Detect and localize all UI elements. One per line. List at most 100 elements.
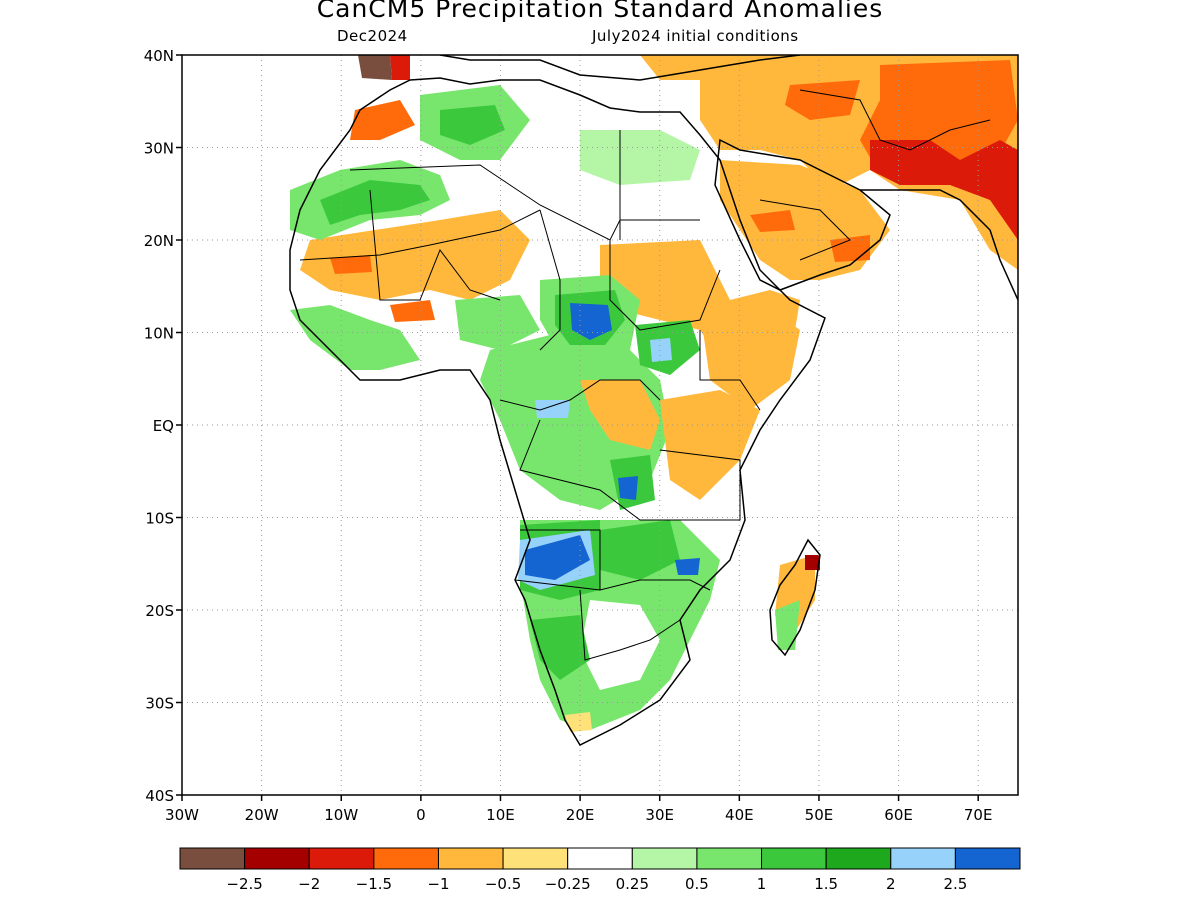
colorbar-swatch <box>244 847 310 870</box>
asia-coastline <box>860 189 1018 301</box>
lon-tick-label: 30E <box>645 806 674 824</box>
colorbar-swatch <box>825 847 892 870</box>
colorbar-label: 2.5 <box>943 875 967 893</box>
colorbar-label: −0.5 <box>485 875 521 893</box>
colorbar-label: 1 <box>757 875 767 893</box>
colorbar-swatch <box>696 847 763 870</box>
colorbar-label: −2 <box>298 875 320 893</box>
anomaly-region-yemen <box>830 235 870 262</box>
border-east <box>699 330 761 411</box>
lon-tick-label: 60E <box>884 806 913 824</box>
border-sahel <box>299 209 541 261</box>
anomaly-region-madagascar-north <box>805 555 820 570</box>
border-drc <box>519 419 690 521</box>
anomaly-region-guinea-coast <box>390 300 435 322</box>
lon-tick-label: 50E <box>805 806 834 824</box>
lat-tick-label: 30S <box>145 695 174 713</box>
border-sudan <box>609 240 721 331</box>
anomaly-region-mozambique <box>675 558 700 575</box>
colorbar-swatch <box>890 847 956 870</box>
anomaly-region-cape <box>565 712 592 732</box>
anomaly-region-med-east <box>640 55 720 80</box>
madagascar-coastline <box>769 538 821 657</box>
map-title: CanCM5 Precipitation Standard Anomalies <box>316 0 884 23</box>
colorbar-label: −1 <box>427 875 449 893</box>
colorbar-swatch <box>179 847 246 870</box>
lon-tick-label: 10E <box>486 806 515 824</box>
lon-tick-label: 40E <box>725 806 754 824</box>
border-west <box>369 189 501 301</box>
lon-tick-label: 0 <box>416 806 426 824</box>
anomaly-region-south-africa <box>580 600 660 690</box>
anomaly-region-algeria-core <box>440 105 505 145</box>
border-sahara-north <box>349 164 700 241</box>
anomaly-region-iberia-red <box>390 55 410 80</box>
anomaly-region-madagascar-south <box>775 600 800 650</box>
colorbar-label: −0.25 <box>545 875 591 893</box>
anomaly-region-east-africa <box>580 380 660 450</box>
colorbar-swatch <box>631 847 698 870</box>
latitude-axis: 40N 30N 20N 10N EQ 10S 20S 30S 40S <box>144 47 182 805</box>
anomaly-region-sahara-west-core <box>320 180 430 225</box>
colorbar-swatch <box>954 847 1021 870</box>
europe-coastline <box>439 55 801 81</box>
lon-tick-label: 10W <box>324 806 358 824</box>
anomaly-region-libya <box>580 130 700 185</box>
colorbar-swatch <box>373 847 439 870</box>
africa-coastline <box>289 77 826 746</box>
lon-tick-label: 30W <box>165 806 199 824</box>
anomaly-region-caucasus <box>785 80 860 120</box>
border-south <box>514 579 711 591</box>
anomaly-region-iberia <box>358 55 392 80</box>
colorbar-swatch <box>761 847 827 870</box>
anomaly-region-angola <box>525 535 590 580</box>
lat-tick-label: 20N <box>144 232 174 250</box>
anomaly-region-somalia <box>700 300 800 410</box>
lat-tick-label: 40S <box>145 787 174 805</box>
colorbar-swatch <box>502 847 569 870</box>
anomaly-region-sahel-west <box>300 210 530 300</box>
anomaly-field <box>290 55 1018 732</box>
colorbar-label: 0.25 <box>616 875 649 893</box>
lat-tick-label: 10N <box>144 325 174 343</box>
border-angola <box>520 529 601 590</box>
lat-lon-grid <box>182 55 1018 795</box>
colorbar-swatch <box>437 847 504 870</box>
forecast-month: Dec2024 <box>337 27 408 45</box>
lat-tick-label: 40N <box>144 47 174 65</box>
anomaly-region-west-africa <box>290 305 420 370</box>
lon-tick-label: 20W <box>245 806 279 824</box>
colorbar-swatch <box>308 847 375 870</box>
initial-conditions: July2024 initial conditions <box>592 27 799 45</box>
border-tanzania <box>659 449 741 521</box>
anomaly-region-congo-blue <box>535 400 570 418</box>
anomaly-region-pakistan <box>870 140 1018 240</box>
colorbar-label: 1.5 <box>814 875 838 893</box>
lat-tick-label: EQ <box>153 417 174 435</box>
border-iran <box>799 89 991 151</box>
lat-tick-label: 20S <box>145 602 174 620</box>
colorbar-label: 2 <box>886 875 896 893</box>
arabia-coastline <box>714 138 891 291</box>
border-congo <box>499 379 661 411</box>
colorbar: −2.5 −2 −1.5 −1 −0.5 −0.25 0.25 0.5 1 1.5 2 2.5 <box>179 847 1021 893</box>
coastline <box>289 55 1018 746</box>
anomaly-region-arabia-core <box>750 210 795 232</box>
lon-tick-label: 20E <box>566 806 595 824</box>
anomaly-region-drc-east-core <box>618 476 638 500</box>
country-borders <box>299 89 991 661</box>
anomaly-region-mali <box>330 255 372 274</box>
lat-tick-label: 30N <box>144 140 174 158</box>
border-central <box>539 209 561 351</box>
lat-tick-label: 10S <box>145 510 174 528</box>
longitude-axis: 30W 20W 10W 0 10E 20E 30E 40E 50E 60E 70E <box>165 795 992 824</box>
colorbar-label: −1.5 <box>356 875 392 893</box>
lon-tick-label: 70E <box>964 806 993 824</box>
colorbar-swatch <box>567 847 633 870</box>
anomaly-region-kenya <box>660 390 760 500</box>
border-south-2 <box>579 589 681 661</box>
colorbar-label: 0.5 <box>685 875 709 893</box>
anomaly-region-nigeria <box>455 295 540 350</box>
colorbar-label: −2.5 <box>226 875 262 893</box>
